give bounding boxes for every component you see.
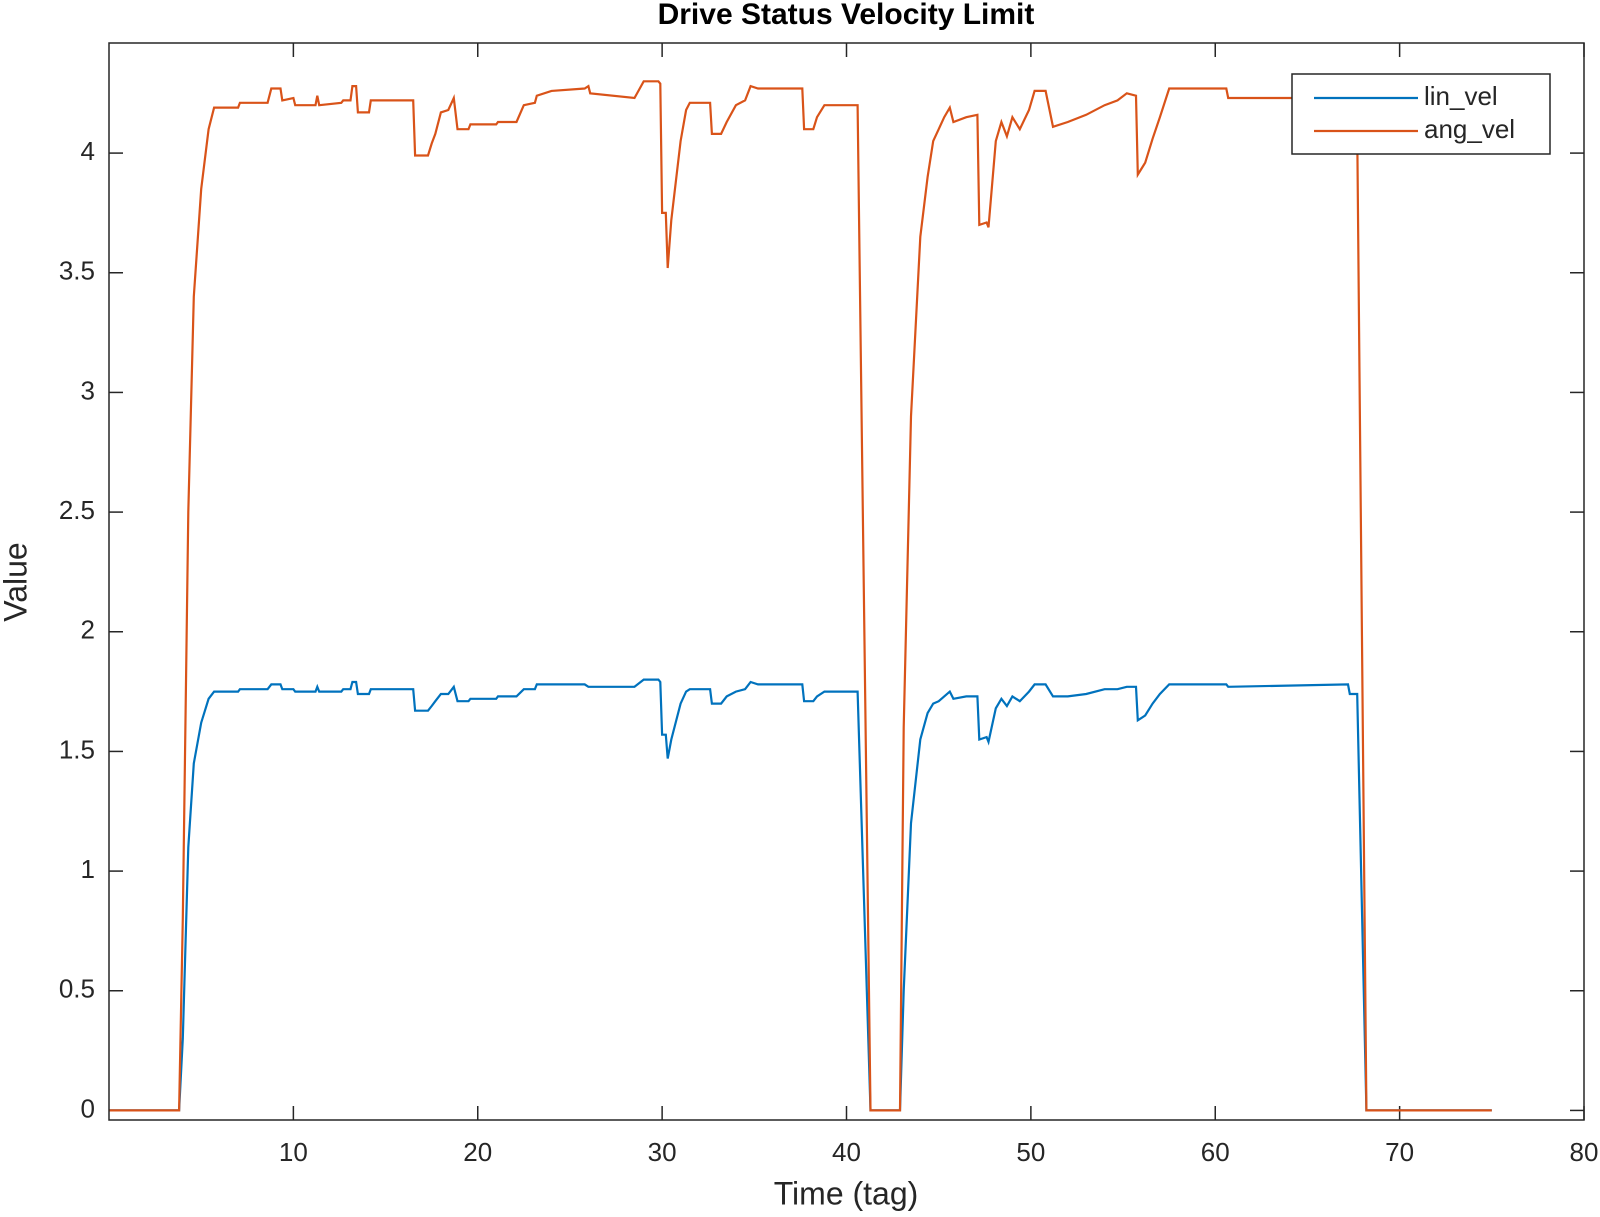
x-tick-label: 10 [279,1137,308,1167]
y-tick-label: 0 [81,1093,95,1123]
series-line [109,80,1492,1112]
y-tick-label: 3.5 [59,256,95,286]
y-axis-label: Value [0,542,33,621]
chart-title: Drive Status Velocity Limit [658,0,1035,31]
legend-label: lin_vel [1424,81,1498,111]
y-tick-label: 0.5 [59,974,95,1004]
y-tick-label: 2.5 [59,495,95,525]
x-tick-label: 30 [648,1137,677,1167]
y-tick-label: 3 [81,375,95,405]
x-tick-label: 50 [1016,1137,1045,1167]
x-tick-label: 80 [1570,1137,1599,1167]
y-tick-label: 1 [81,854,95,884]
x-tick-label: 60 [1201,1137,1230,1167]
x-tick-label: 20 [463,1137,492,1167]
plot-frame [108,42,1585,1121]
x-axis-label: Time (tag) [774,1175,919,1211]
legend-label: ang_vel [1424,114,1515,144]
legend-box [1291,73,1551,155]
series-line [109,678,1492,1112]
y-tick-label: 2 [81,615,95,645]
y-tick-label: 1.5 [59,734,95,764]
x-tick-label: 70 [1385,1137,1414,1167]
x-tick-label: 40 [832,1137,861,1167]
y-tick-label: 4 [81,136,95,166]
